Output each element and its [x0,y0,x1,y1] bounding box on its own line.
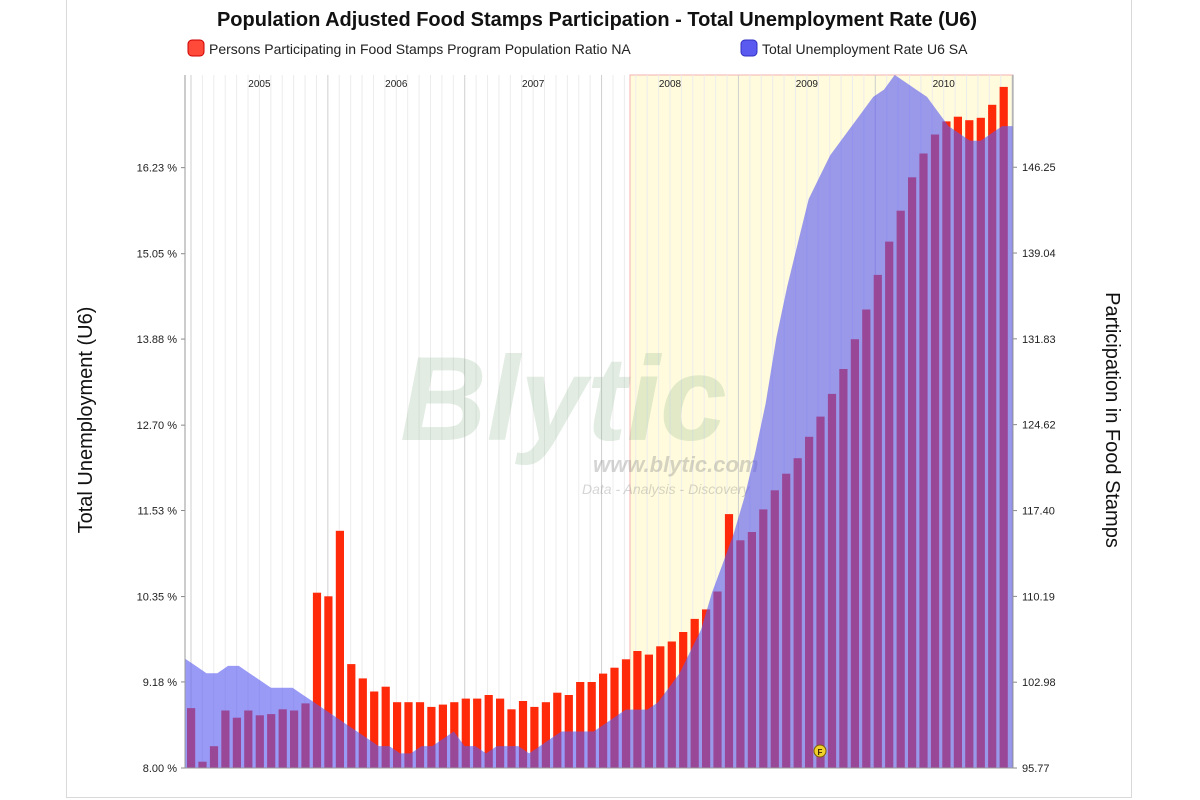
food-stamps-bar[interactable] [541,702,550,768]
year-label: 2008 [659,79,682,90]
food-stamps-bar[interactable] [381,686,390,768]
food-stamps-bar[interactable] [404,702,413,768]
right-tick-label: 117.40 [1022,506,1055,518]
year-labels: 2005 2006 2007 2008 2009 2010 [248,79,955,90]
food-stamps-bar[interactable] [599,673,608,768]
food-stamps-bar[interactable] [633,651,642,768]
food-stamps-bar[interactable] [576,682,585,768]
right-tick-label: 110.19 [1022,591,1055,603]
food-stamps-bar[interactable] [438,704,447,768]
left-axis-title: Total Unemployment (U6) [75,307,97,534]
chart-frame [66,0,1132,798]
food-stamps-bar[interactable] [347,664,356,768]
u6-area-path[interactable] [185,75,1013,768]
u6-area [185,75,1013,768]
watermark-url: www.blytic.com [593,452,758,477]
left-tick-label: 12.70 % [137,420,178,432]
flag-marker[interactable]: F [813,744,827,758]
legend-swatch-food-stamps[interactable] [187,39,205,57]
watermark-brand: Blytic [400,332,727,466]
food-stamps-bar[interactable] [324,596,333,768]
food-stamps-bar[interactable] [484,695,493,768]
right-tick-label: 124.62 [1022,420,1056,432]
watermark: Blytic www.blytic.com Data - Analysis - … [400,332,758,497]
right-tick-label: 131.83 [1022,334,1056,346]
right-tick-label: 95.77 [1022,763,1050,775]
food-stamps-bar[interactable] [507,709,516,768]
left-tick-label: 15.05 % [137,249,178,261]
year-label: 2009 [796,79,819,90]
food-stamps-bar[interactable] [496,698,505,768]
food-stamps-bar[interactable] [461,698,470,768]
legend-label-u6[interactable]: Total Unemployment Rate U6 SA [762,41,968,57]
food-stamps-bar[interactable] [370,691,379,769]
chart-title: Population Adjusted Food Stamps Particip… [217,9,977,31]
food-stamps-bar[interactable] [415,702,425,768]
food-stamps-bar[interactable] [335,530,344,768]
food-stamps-bar[interactable] [553,692,562,768]
right-tick-label: 146.25 [1022,162,1056,174]
left-tick-label: 8.00 % [143,763,177,775]
left-axis-ticks: 16.23 % 15.05 % 13.88 % 12.70 % 11.53 % 10.35… [137,75,1013,775]
legend: Persons Participating in Food Stamps Pro… [187,39,968,57]
year-label: 2006 [385,79,408,90]
legend-swatch-u6[interactable] [740,39,758,57]
left-tick-label: 11.53 % [137,505,177,517]
right-axis-ticks: 146.25 139.04 131.83 124.62 117.40 110.19 102.… [1012,75,1056,775]
left-tick-label: 13.88 % [137,334,178,346]
year-label: 2005 [248,79,271,90]
watermark-tagline: Data - Analysis - Discovery [582,481,751,497]
year-label: 2010 [933,79,956,90]
left-tick-label: 16.23 % [137,163,178,175]
food-stamps-bar[interactable] [587,682,596,768]
food-stamps-bar[interactable] [518,701,528,768]
right-tick-label: 139.04 [1022,248,1056,260]
legend-label-food-stamps[interactable]: Persons Participating in Food Stamps Pro… [209,41,631,57]
food-stamps-bar[interactable] [393,702,402,768]
right-tick-label: 102.98 [1022,677,1056,689]
left-tick-label: 10.35 % [137,592,178,604]
food-stamps-bar[interactable] [530,706,539,768]
left-tick-label: 9.18 % [143,677,177,689]
right-axis-title: Participation in Food Stamps [1101,292,1123,548]
svg-text:F: F [818,748,823,757]
food-stamps-bar[interactable] [312,592,322,768]
food-stamps-bar[interactable] [358,678,367,768]
year-label: 2007 [522,79,545,90]
food-stamps-bar[interactable] [427,706,436,768]
food-stamps-bar[interactable] [473,698,482,768]
